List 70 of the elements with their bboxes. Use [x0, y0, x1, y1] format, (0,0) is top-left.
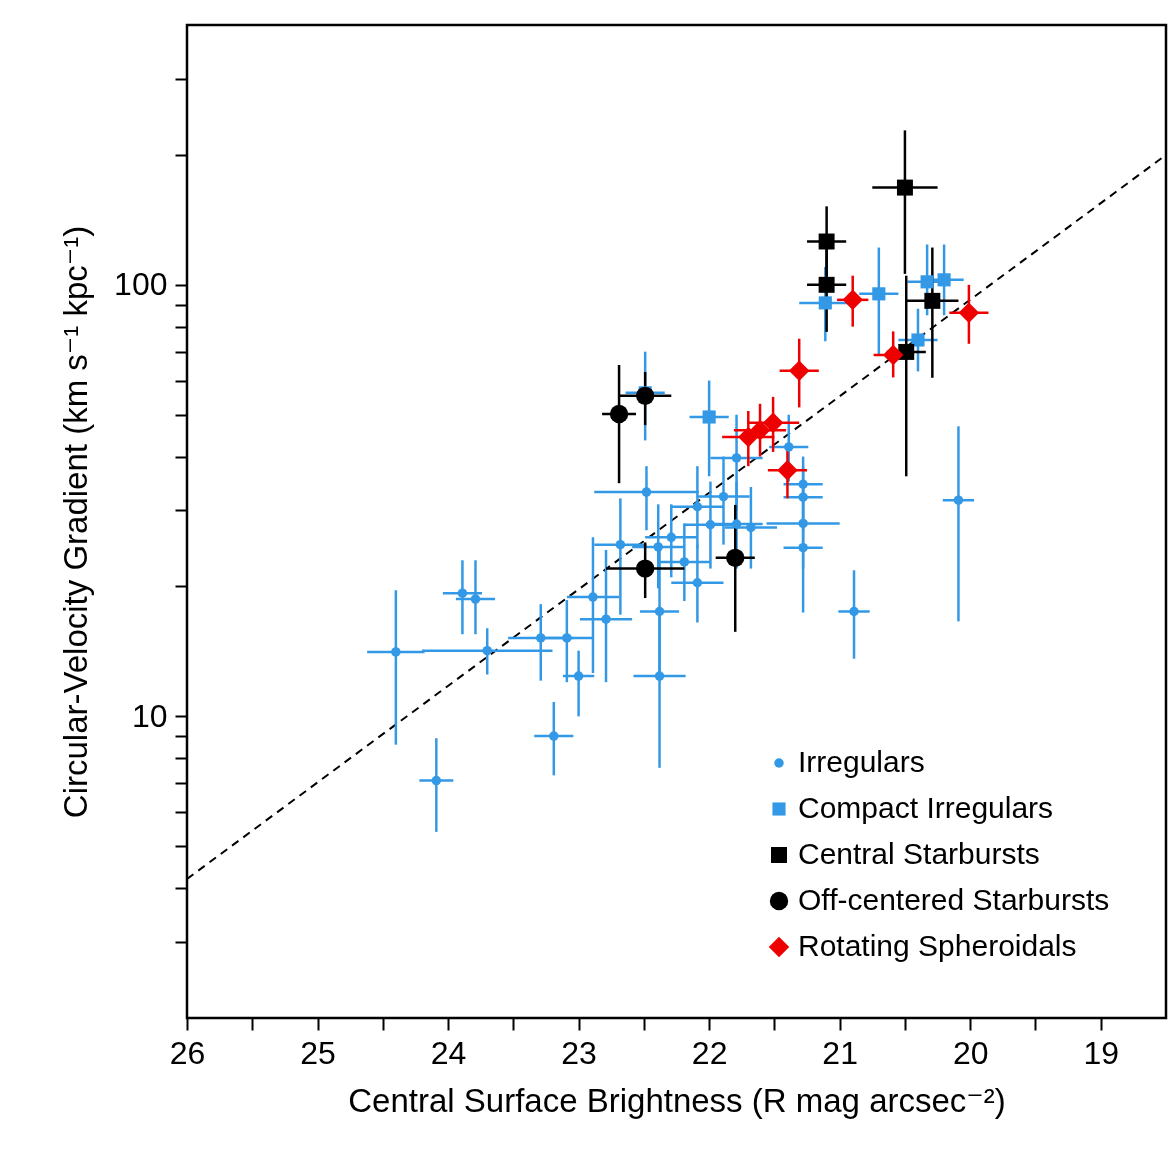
- x-tick-label: 26: [169, 1034, 206, 1071]
- y-axis-title: Circular-Velocity Gradient (km s⁻¹ kpc⁻¹): [57, 225, 95, 819]
- point: [679, 557, 690, 567]
- point: [470, 594, 481, 604]
- point: [692, 578, 703, 588]
- point: [641, 487, 652, 497]
- point: [920, 275, 934, 289]
- x-tick-label: 21: [822, 1034, 858, 1071]
- point: [798, 518, 808, 529]
- point: [549, 731, 559, 741]
- legend-label: Central Starbursts: [798, 837, 1040, 870]
- point: [635, 559, 655, 578]
- point: [798, 479, 808, 489]
- point: [731, 453, 742, 463]
- legend-label: Rotating Spheroidals: [798, 929, 1077, 962]
- point: [738, 426, 759, 448]
- point: [953, 495, 964, 505]
- point: [924, 292, 941, 309]
- point: [731, 519, 742, 529]
- point: [958, 302, 980, 324]
- point: [562, 633, 572, 643]
- point: [842, 289, 863, 311]
- legend-label: Off-centered Starbursts: [798, 883, 1110, 916]
- point: [872, 287, 886, 301]
- point: [653, 542, 663, 552]
- point: [588, 592, 598, 602]
- point: [818, 296, 832, 310]
- point: [818, 276, 835, 293]
- legend-label: Irregulars: [798, 745, 925, 778]
- x-tick-label: 20: [952, 1034, 989, 1071]
- point: [692, 502, 703, 512]
- point: [615, 539, 626, 550]
- point: [726, 548, 745, 567]
- point: [882, 344, 904, 366]
- y-tick-label: 100: [114, 266, 168, 303]
- point: [937, 273, 951, 287]
- point: [896, 179, 913, 196]
- point: [911, 333, 925, 347]
- point: [666, 532, 677, 543]
- point: [762, 412, 784, 434]
- point: [798, 542, 808, 553]
- point: [746, 522, 756, 533]
- point: [601, 614, 611, 624]
- x-tick-label: 19: [1083, 1034, 1120, 1071]
- point: [391, 647, 401, 657]
- point: [482, 645, 492, 656]
- point: [784, 442, 794, 452]
- point: [702, 410, 716, 424]
- point: [718, 491, 729, 502]
- point: [573, 671, 584, 681]
- point: [654, 671, 665, 681]
- point: [705, 520, 716, 530]
- point: [654, 606, 665, 617]
- point: [536, 633, 546, 643]
- point: [798, 492, 808, 502]
- x-tick-label: 23: [561, 1034, 597, 1071]
- point: [609, 404, 629, 424]
- point: [849, 606, 859, 617]
- x-tick-label: 24: [430, 1034, 467, 1071]
- x-axis-title: Central Surface Brightness (R mag arcsec⁻²): [348, 1081, 1006, 1119]
- point: [635, 386, 655, 406]
- point: [431, 775, 442, 786]
- point: [457, 588, 468, 598]
- y-tick-label: 10: [131, 697, 168, 734]
- legend-label: Compact Irregulars: [798, 791, 1054, 824]
- x-tick-label: 22: [691, 1034, 728, 1071]
- point: [788, 360, 810, 382]
- x-tick-label: 25: [300, 1034, 336, 1071]
- point: [818, 233, 835, 250]
- point: [777, 459, 798, 481]
